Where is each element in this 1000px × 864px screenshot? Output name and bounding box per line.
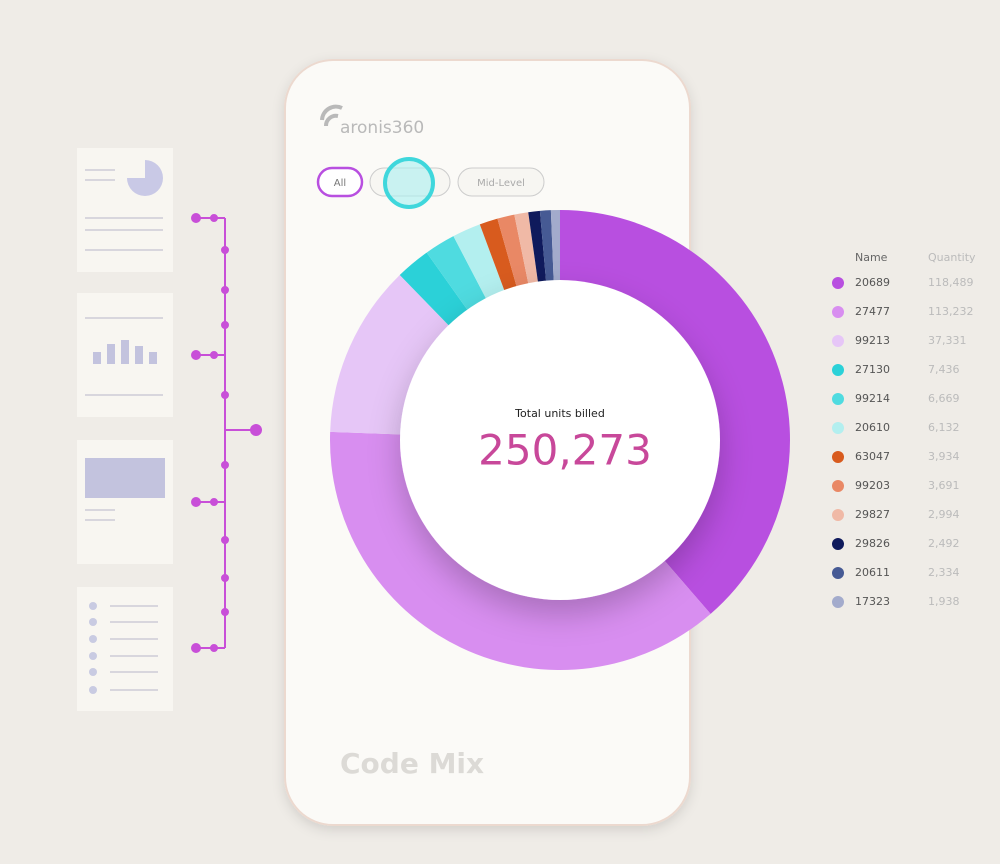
- legend-name: 20611: [855, 566, 890, 579]
- legend-swatch: [832, 538, 844, 550]
- legend-quantity: 6,669: [928, 392, 960, 405]
- donut-segment: [497, 214, 531, 296]
- legend-header: Name: [855, 251, 888, 264]
- legend-quantity: 37,331: [928, 334, 967, 347]
- legend-header: Quantity: [928, 251, 976, 264]
- donut-segment: [330, 275, 456, 435]
- legend-name: 99214: [855, 392, 890, 405]
- donut-segment: [539, 210, 555, 291]
- legend-name: 20689: [855, 276, 890, 289]
- legend-name: 29827: [855, 508, 890, 521]
- legend-swatch: [832, 596, 844, 608]
- donut-hole: [400, 280, 720, 600]
- donut: [330, 210, 790, 670]
- legend-quantity: 118,489: [928, 276, 974, 289]
- legend-swatch: [832, 509, 844, 521]
- legend-swatch: [832, 306, 844, 318]
- legend-name: 99213: [855, 334, 890, 347]
- legend-name: 29826: [855, 537, 890, 550]
- brand-icon: [320, 104, 343, 127]
- center-value: 250,273: [478, 426, 652, 475]
- legend: 20689 118,489 27477 113,232 99213 37,331 27130…: [832, 276, 974, 608]
- legend-quantity: 3,934: [928, 450, 960, 463]
- donut-segment: [514, 212, 540, 293]
- legend-swatch: [832, 277, 844, 289]
- donut-segment: [330, 431, 711, 670]
- legend-quantity: 7,436: [928, 363, 960, 376]
- donut-segment: [528, 210, 547, 292]
- donut-segment: [550, 210, 560, 291]
- legend-swatch: [832, 422, 844, 434]
- legend-quantity: 1,938: [928, 595, 960, 608]
- legend-name: 99203: [855, 479, 890, 492]
- donut-segment: [399, 252, 474, 333]
- center-label: Total units billed: [514, 407, 605, 420]
- doc-thumbnails: [77, 148, 173, 711]
- legend-quantity: 2,334: [928, 566, 960, 579]
- legend-swatch: [832, 480, 844, 492]
- legend-name: 20610: [855, 421, 890, 434]
- footer-title: Code Mix: [340, 747, 484, 780]
- legend-quantity: 3,691: [928, 479, 960, 492]
- legend-quantity: 113,232: [928, 305, 974, 318]
- donut-segment: [560, 210, 790, 614]
- connector: [191, 213, 262, 653]
- legend-swatch: [832, 393, 844, 405]
- filter-label[interactable]: Mid-Level: [477, 178, 525, 189]
- legend-name: 63047: [855, 450, 890, 463]
- brand: aronis360: [340, 118, 424, 138]
- filter-pill[interactable]: [316, 166, 364, 198]
- filter-pill[interactable]: [457, 167, 545, 197]
- legend-swatch: [832, 451, 844, 463]
- donut-segment: [479, 218, 520, 300]
- donut-segment: [453, 224, 508, 308]
- legend-name: 27130: [855, 363, 890, 376]
- legend-quantity: 6,132: [928, 421, 960, 434]
- legend-quantity: 2,492: [928, 537, 960, 550]
- legend-swatch: [832, 567, 844, 579]
- legend-name: 17323: [855, 595, 890, 608]
- legend-swatch: [832, 364, 844, 376]
- tap-indicator: [383, 157, 435, 209]
- legend-swatch: [832, 335, 844, 347]
- legend-quantity: 2,994: [928, 508, 960, 521]
- legend-name: 27477: [855, 305, 890, 318]
- donut-segment: [426, 236, 491, 318]
- filter-label[interactable]: All: [334, 178, 346, 189]
